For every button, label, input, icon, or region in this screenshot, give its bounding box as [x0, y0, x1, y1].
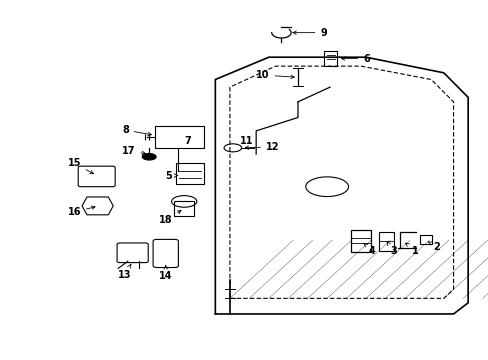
Text: 1: 1 [405, 243, 418, 256]
Circle shape [142, 154, 156, 160]
Text: 9: 9 [292, 28, 326, 38]
Bar [419, 235, 431, 244]
Text: 7: 7 [184, 136, 191, 146]
Text: 13: 13 [118, 264, 131, 280]
Text: 17: 17 [122, 146, 145, 156]
Text: 11: 11 [239, 136, 253, 146]
Text: 12: 12 [245, 142, 279, 152]
Text: 18: 18 [159, 211, 181, 225]
Bar [174, 202, 194, 216]
Text: 4: 4 [363, 243, 375, 256]
Bar [351, 230, 370, 252]
Text: 6: 6 [341, 54, 369, 64]
Text: 14: 14 [159, 265, 172, 281]
Text: 2: 2 [427, 242, 439, 252]
Text: 8: 8 [122, 125, 151, 136]
Text: 10: 10 [256, 70, 294, 80]
Text: 15: 15 [67, 158, 93, 174]
Text: 3: 3 [386, 242, 396, 256]
Bar [176, 163, 203, 184]
Bar [378, 232, 393, 251]
Bar [155, 126, 203, 148]
Text: 16: 16 [67, 206, 95, 217]
Text: 5: 5 [164, 171, 177, 180]
